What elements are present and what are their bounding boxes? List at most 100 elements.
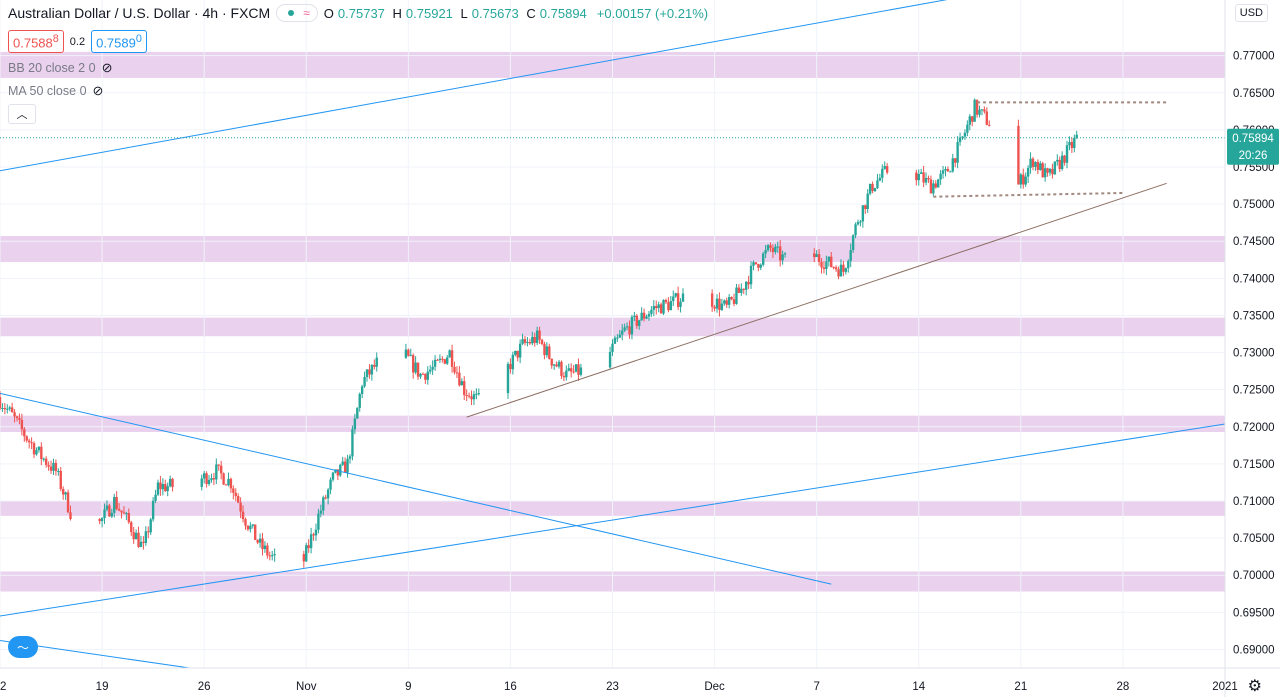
candle-body [149,519,152,533]
candle-body [446,357,449,364]
candle-body [1031,158,1035,167]
x-tick-label: 2021 [1212,681,1238,693]
symbol-title[interactable]: Australian Dollar / U.S. Dollar · 4h · F… [8,5,271,21]
x-tick-label: Dec [704,681,725,693]
candle-body [1041,163,1044,178]
sell-button[interactable]: 0.75888 [8,30,64,54]
candle-body [164,483,167,492]
candle-body [1034,162,1037,167]
candle-body [742,288,745,290]
y-tick-label: 0.71500 [1233,459,1275,471]
candle-body [475,393,478,395]
candle-body [360,386,364,395]
candle-body [373,364,376,367]
indicator-ma[interactable]: MA 50 close 0 ⊘ [8,83,103,99]
candle-body [535,330,539,343]
candle-body [151,500,155,520]
candle-body [1029,158,1032,168]
candle-body [219,465,223,474]
x-tick-label: 23 [606,681,619,693]
candle-body [319,510,323,514]
live-dot-icon [288,10,295,16]
candle-body [509,363,512,370]
eye-crossed-icon[interactable]: ⊘ [92,83,104,98]
candle-body [120,510,123,513]
candle-body [30,442,33,444]
candle-body [477,393,481,395]
currency-button[interactable]: USD [1234,4,1268,22]
candle-body [421,373,425,375]
candle-body [472,394,476,400]
candle-body [971,116,974,122]
candle-body [543,343,546,356]
candle-body [411,355,415,373]
status-pill[interactable]: ≈ [276,4,318,22]
candle-body [679,301,682,307]
candle-body [774,246,777,253]
gear-icon[interactable]: ⚙ [1247,678,1262,695]
candle-layer [0,98,1078,568]
candle-body [64,492,67,495]
spread-value: 0.2 [69,35,86,48]
candle-body [32,443,36,455]
candle-body [616,337,619,339]
candle-body [144,531,148,543]
grid-layer [0,0,1226,668]
x-tick-label: 12 [0,681,6,693]
candle-body [961,136,964,138]
close-label: C [526,5,536,21]
candle-body [710,293,714,307]
candle-body [210,478,213,480]
candle-body [883,166,886,169]
candle-body [934,183,937,188]
candle-body [139,541,143,547]
candle-body [552,364,556,366]
candle-body [455,372,459,374]
candle-body [621,330,624,335]
candle-body [1036,162,1040,170]
candle-body [161,483,165,490]
price-tag [1227,128,1279,165]
candle-body [820,261,823,268]
trend-line [0,416,1269,617]
candle-body [720,303,724,310]
candle-body [251,524,254,526]
candle-body [27,440,31,443]
eye-crossed-icon[interactable]: ⊘ [101,60,113,75]
x-tick-label: Nov [296,681,317,693]
candle-body [356,407,359,419]
candle-body [985,111,989,125]
candle-body [813,253,816,258]
candle-body [577,364,580,375]
candle-body [1046,168,1049,173]
candle-body [514,350,517,355]
candle-body [956,142,959,163]
candle-body [1022,174,1025,185]
candle-body [54,462,58,472]
candle-body [346,458,349,473]
candle-body [980,109,984,111]
open-label: O [323,5,334,21]
candle-body [781,254,784,261]
candle-body [676,293,680,307]
y-tick-label: 0.69000 [1233,644,1275,656]
candle-body [317,513,320,530]
buy-button[interactable]: 0.75890 [91,30,147,54]
candle-body [212,478,216,480]
price-axis-panel [1225,0,1280,697]
indicator-bb[interactable]: BB 20 close 2 0 ⊘ [8,60,112,76]
candle-body [108,505,111,517]
tradingview-logo-icon[interactable]: 〜 [8,636,38,658]
collapse-legend-button[interactable]: ︿ [8,104,36,124]
candle-body [652,306,656,310]
candle-body [66,492,70,513]
candle-body [105,505,109,510]
candle-body [1019,174,1023,185]
candle-body [730,297,733,300]
candle-body [409,355,412,357]
wave-icon: ≈ [303,6,310,20]
candle-body [662,299,665,314]
candle-body [849,250,852,262]
candle-body [1048,168,1052,173]
